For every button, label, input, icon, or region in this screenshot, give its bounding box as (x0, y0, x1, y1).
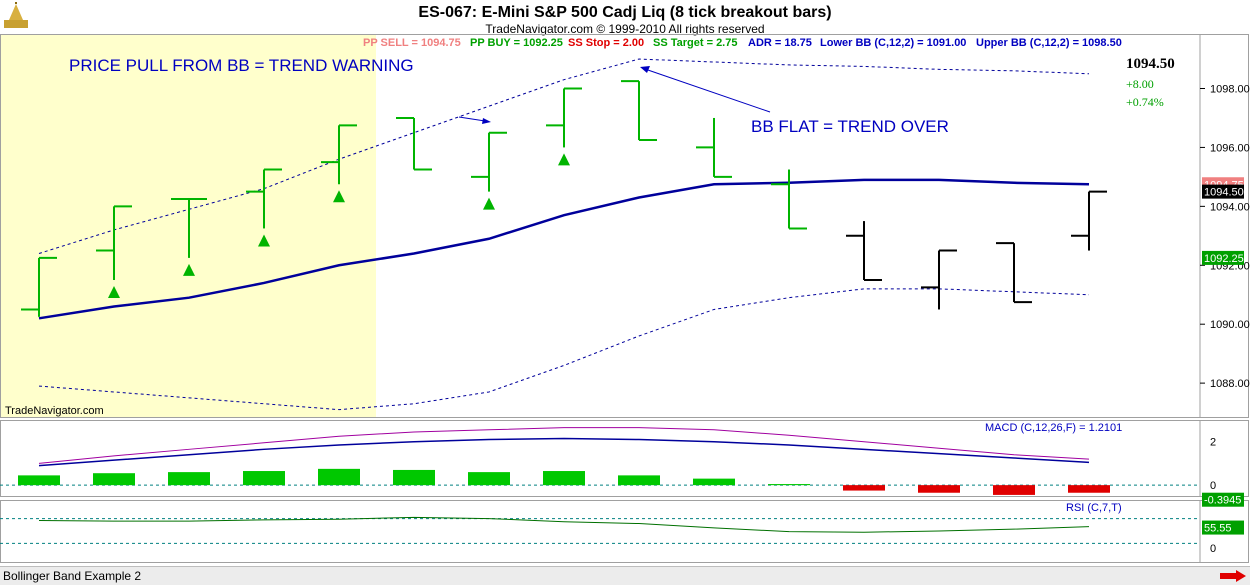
macd-tick-label: 2 (1210, 437, 1216, 449)
rsi-title: RSI (C,7,T) (1066, 502, 1122, 514)
macd-histogram-bar (993, 485, 1035, 495)
rsi-price-tag-label: 55.55 (1204, 523, 1232, 535)
rsi-tick-label: 0 (1210, 543, 1216, 555)
ohlc-bar (21, 256, 57, 317)
macd-histogram-bar (918, 485, 960, 493)
chart-canvas: ES-067: E-Mini S&P 500 Cadj Liq (8 tick … (0, 2, 1250, 563)
stat-item: SS Stop = 2.00 (568, 37, 644, 49)
annotation-trend-over: BB FLAT = TREND OVER (751, 117, 949, 136)
rsi-line (38, 516, 1090, 533)
ohlc-bar (321, 124, 357, 185)
ohlc-bar (171, 197, 207, 258)
price-tick-label: 1094.00 (1210, 201, 1250, 213)
macd-signal-line (38, 437, 1090, 467)
price-tick-label: 1090.00 (1210, 319, 1250, 331)
macd-price-tag-label: -0.3945 (1204, 495, 1241, 507)
price-panel-frame (0, 34, 1249, 418)
buy-signal-triangle (333, 190, 345, 203)
ohlc-bar (471, 131, 507, 192)
watermark: TradeNavigator.com (5, 405, 104, 417)
price-change: +8.00 (1126, 77, 1154, 91)
macd-histogram-bar (393, 469, 435, 486)
stat-item: SS Target = 2.75 (653, 37, 737, 49)
buy-signal-triangle (183, 263, 195, 276)
macd-histogram-bar (543, 471, 585, 486)
last-price: 1094.50 (1126, 56, 1175, 72)
chart-title: ES-067: E-Mini S&P 500 Cadj Liq (8 tick … (418, 4, 831, 21)
macd-histogram-bar (843, 485, 885, 491)
macd-title: MACD (C,12,26,F) = 1.2101 (985, 422, 1122, 434)
macd-panel-frame (0, 420, 1249, 497)
annotation-arrow-head (640, 66, 650, 73)
macd-price-tag (1202, 492, 1244, 507)
next-chart-arrow-icon[interactable] (1220, 570, 1246, 582)
ohlc-bar (396, 116, 432, 171)
ohlc-bar (246, 168, 282, 229)
annotation-pointer-line (458, 116, 486, 122)
price-tick-label: 1098.00 (1210, 84, 1250, 96)
macd-histogram-bar (93, 473, 135, 486)
indicator-stats-row: PP SELL = 1094.75 PP BUY = 1092.25 SS Stop… (363, 37, 1122, 49)
macd-histogram-bar (243, 471, 285, 486)
buy-signal-triangle (258, 234, 270, 247)
ohlc-bar (771, 169, 807, 230)
bb-upper-line (38, 58, 1090, 254)
stat-item: PP BUY = 1092.25 (470, 37, 563, 49)
macd-histogram-bar (18, 475, 60, 486)
macd-histogram-bar (468, 472, 510, 486)
ohlc-bar (696, 117, 732, 178)
ohlc-bar (846, 221, 882, 282)
navigator-logo-icon (4, 2, 28, 28)
annotation-arrow-line (644, 68, 771, 113)
macd-histogram-bar (618, 475, 660, 486)
status-bar: Bollinger Band Example 2 (0, 566, 1250, 585)
macd-tick-label: 0 (1210, 480, 1216, 492)
price-tick-label: 1088.00 (1210, 378, 1250, 390)
price-tick-label: 1096.00 (1210, 142, 1250, 154)
macd-histogram-bar (168, 472, 210, 486)
ohlc-bar (96, 205, 132, 281)
price-tag (1202, 184, 1244, 199)
ohlc-bar (546, 87, 582, 148)
price-change-percent: +0.74% (1126, 95, 1164, 109)
macd-line (38, 427, 1090, 464)
annotation-pointer-head (482, 118, 491, 124)
bb-middle-line (38, 178, 1090, 320)
ohlc-bar (921, 249, 957, 310)
rsi-panel-frame (0, 500, 1249, 563)
stat-item: Upper BB (C,12,2) = 1098.50 (976, 37, 1122, 49)
stat-item: PP SELL = 1094.75 (363, 37, 461, 49)
chart-subtitle: TradeNavigator.com © 1999-2010 All right… (485, 22, 764, 36)
macd-histogram-bar (693, 478, 735, 486)
macd-histogram-bar (1068, 485, 1110, 493)
ohlc-bar (621, 80, 657, 142)
price-tag-label: 1092.25 (1204, 253, 1244, 265)
macd-histogram-bar (318, 468, 360, 486)
buy-signal-triangle (108, 286, 120, 299)
ohlc-bar (996, 242, 1032, 304)
stat-item: Lower BB (C,12,2) = 1091.00 (820, 37, 966, 49)
buy-signal-triangle (483, 197, 495, 210)
macd-histogram-bar (768, 484, 810, 486)
rsi-price-tag (1202, 520, 1244, 535)
ohlc-bar (1071, 190, 1107, 251)
chart-name-label: Bollinger Band Example 2 (3, 569, 142, 583)
price-tag (1202, 250, 1244, 265)
price-tag-label: 1094.50 (1204, 187, 1244, 199)
annotation-trend-warning: PRICE PULL FROM BB = TREND WARNING (69, 56, 414, 75)
stat-item: ADR = 18.75 (748, 37, 812, 49)
bb-lower-line (38, 288, 1090, 411)
buy-signal-triangle (558, 153, 570, 166)
